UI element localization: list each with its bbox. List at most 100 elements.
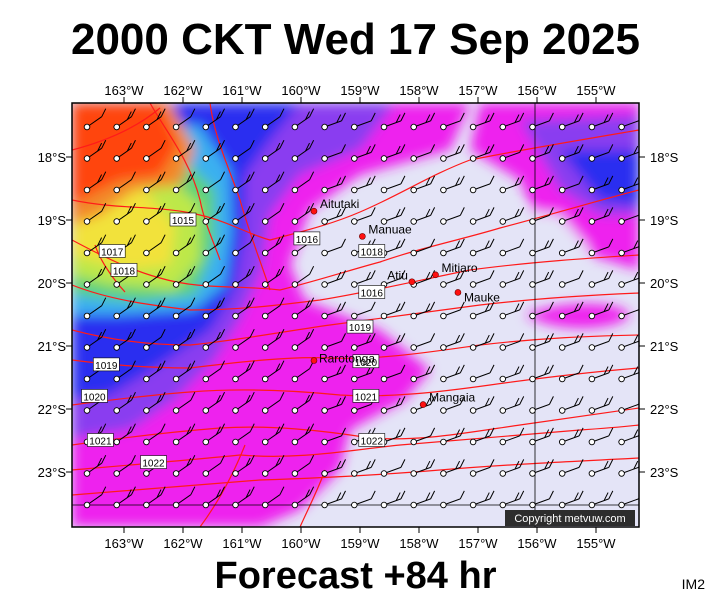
- image-code: IM2: [681, 576, 705, 592]
- wind-barb: [440, 459, 465, 477]
- wind-barb: [143, 171, 166, 194]
- lat-label: 23°S: [650, 465, 679, 480]
- place-aitutaki: Aitutaki: [310, 197, 359, 215]
- lat-label: 21°S: [650, 339, 679, 354]
- wind-barb: [558, 364, 584, 383]
- wind-barb: [618, 240, 639, 257]
- wind-barb: [143, 234, 166, 257]
- wind-barb: [529, 396, 554, 414]
- wind-barb: [351, 270, 376, 288]
- isobar-label: 1022: [358, 433, 386, 448]
- place-label: Mitiaro: [442, 261, 478, 275]
- wind-barb: [321, 490, 346, 509]
- wind-barb: [529, 238, 554, 257]
- wind-barb: [529, 490, 554, 509]
- forecast-label: Forecast +84 hr: [214, 555, 497, 597]
- wind-barb: [440, 396, 465, 414]
- wind-barb: [618, 402, 639, 414]
- wind-barb: [321, 144, 346, 162]
- wind-barb: [232, 486, 255, 509]
- wind-barb: [380, 333, 406, 351]
- wind-barb: [202, 360, 225, 383]
- wind-barb: [558, 333, 584, 351]
- wind-barb: [113, 423, 136, 446]
- svg-text:1018: 1018: [361, 248, 384, 259]
- wind-barb: [499, 364, 525, 383]
- wind-barb: [172, 234, 196, 257]
- svg-text:1017: 1017: [101, 248, 124, 259]
- wind-barb: [321, 364, 346, 383]
- wind-barb: [261, 360, 285, 383]
- lon-label: 155°W: [576, 83, 616, 98]
- wind-barb: [261, 171, 285, 194]
- wind-barb: [232, 265, 255, 288]
- wind-barb: [588, 333, 614, 351]
- wind-barb: [469, 396, 495, 414]
- wind-barb: [202, 328, 225, 351]
- wind-barb: [143, 360, 166, 383]
- wind-barb: [558, 270, 584, 288]
- place-mitiaro: Mitiaro: [432, 261, 478, 279]
- wind-barb: [351, 112, 376, 131]
- wind-barb: [143, 202, 166, 225]
- lat-label: 22°S: [650, 402, 679, 417]
- lon-label: 157°W: [458, 83, 498, 98]
- wind-barb: [529, 270, 554, 288]
- isobar-label: 1017: [98, 244, 126, 259]
- wind-barb: [588, 459, 614, 477]
- svg-text:1016: 1016: [296, 235, 319, 246]
- wind-barb: [469, 270, 495, 288]
- copyright-box: [505, 510, 635, 526]
- wind-barb: [83, 234, 107, 257]
- wind-barb: [440, 270, 465, 288]
- wind-barb: [172, 139, 196, 162]
- wind-barb: [558, 112, 584, 131]
- wind-barb: [321, 459, 346, 477]
- wind-barb: [321, 112, 346, 131]
- wind-barb: [291, 360, 315, 383]
- wind-barb: [351, 490, 376, 509]
- wind-barb: [588, 207, 614, 225]
- place-atiu: Atiu: [387, 269, 416, 286]
- wind-barb: [202, 234, 225, 257]
- wind-barb: [469, 301, 495, 320]
- wind-barb: [499, 175, 525, 194]
- wind-barb: [469, 364, 495, 383]
- wind-barb: [618, 460, 639, 477]
- place-manuae: Manuae: [359, 222, 412, 240]
- wind-barb: [202, 171, 225, 194]
- wind-barb: [143, 265, 166, 288]
- svg-text:1018: 1018: [113, 266, 136, 277]
- axis-labels: 163°W 163°W 162°W 162°W 161°W 161°W 160°W 160°W…: [38, 83, 679, 551]
- wind-barb: [440, 144, 465, 162]
- wind-barb: [321, 207, 346, 225]
- wind-barb: [261, 297, 285, 320]
- wind-barb: [558, 301, 584, 320]
- wind-barb: [499, 238, 525, 257]
- wind-barb: [469, 490, 495, 509]
- wind-barb: [143, 391, 166, 414]
- wind-barb: [202, 108, 225, 131]
- wind-barb: [261, 139, 285, 162]
- wind-barb: [440, 112, 465, 131]
- wind-barb: [261, 265, 285, 288]
- wind-barb: [113, 454, 136, 477]
- wind-barb: [410, 490, 436, 509]
- wind-barb: [440, 333, 465, 351]
- wind-barb: [588, 112, 614, 131]
- place-rarotonga: Rarotonga: [310, 351, 375, 365]
- wind-barb: [291, 328, 315, 351]
- lon-label: 157°W: [458, 536, 498, 551]
- wind-barb: [380, 112, 406, 131]
- wind-barb: [380, 175, 406, 194]
- wind-barb: [113, 297, 136, 320]
- wind-barb: [529, 427, 554, 446]
- copyright-text: Copyright metvuw.com: [514, 513, 625, 525]
- wind-barb: [529, 333, 554, 351]
- svg-text:1019: 1019: [349, 323, 372, 334]
- wind-barb: [410, 301, 436, 320]
- isobar-label: 1022: [140, 455, 167, 470]
- wind-barbs: [83, 108, 639, 509]
- lon-label: 160°W: [281, 536, 321, 551]
- wind-barb: [469, 112, 495, 131]
